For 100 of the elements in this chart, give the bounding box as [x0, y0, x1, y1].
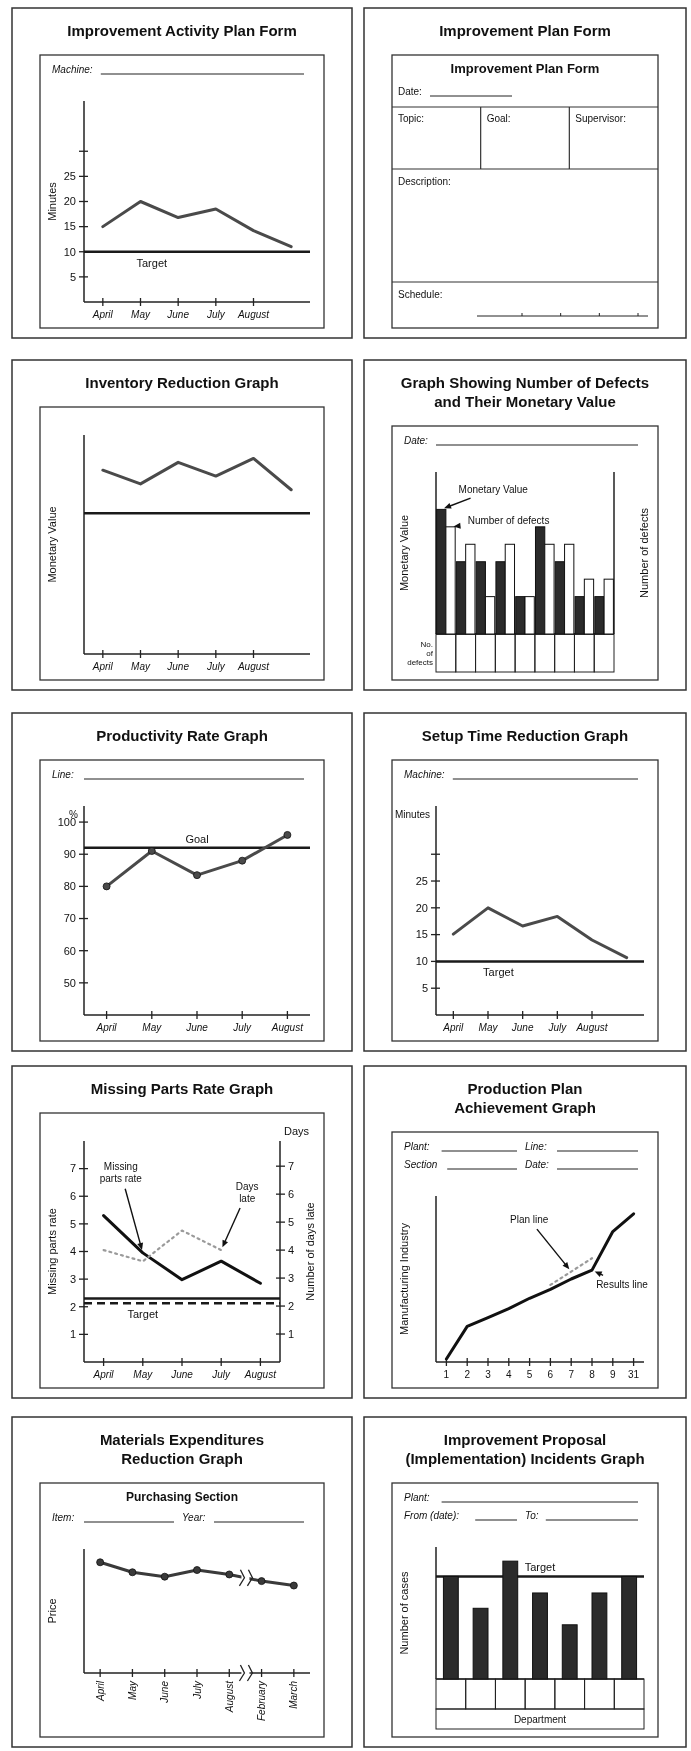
x-tick-label: 8: [589, 1369, 596, 1380]
x-tick-label: July: [205, 661, 226, 672]
text: From (date):: [404, 1510, 460, 1521]
text: Date:: [398, 86, 422, 97]
x-tick-label: June: [510, 1022, 534, 1033]
y2-axis-title: Number of days late: [304, 1202, 316, 1301]
y-axis-title: Minutes: [46, 181, 58, 221]
x-axis-title: Department: [513, 1714, 567, 1725]
text: Line:: [525, 1141, 547, 1152]
y2-tick-label: 3: [288, 1271, 295, 1284]
ref-line-label: Target: [483, 966, 514, 979]
x-tick-label: June: [166, 309, 190, 320]
y2-tick-label: 7: [288, 1160, 295, 1173]
text: Topic:: [398, 113, 425, 124]
ref-line-label: Goal: [185, 832, 209, 845]
y-tick-label: 25: [415, 874, 428, 887]
chart-title: Improvement Activity Plan Form: [67, 22, 297, 39]
x-tick-label: May: [131, 661, 151, 672]
x-tick-label: April: [92, 1369, 115, 1380]
x-tick-label: August: [236, 309, 271, 320]
x-tick-label: May: [133, 1369, 154, 1380]
text: Days late: [235, 1180, 259, 1204]
x-tick-label: May: [478, 1022, 499, 1033]
x-tick-label: May: [131, 309, 151, 320]
legend-label: Number of defects: [467, 515, 550, 527]
x-tick-label: 9: [610, 1369, 617, 1380]
chart-title: Improvement Proposal (Implementation) Incidents Graph: [405, 1431, 645, 1467]
x-tick-label: 5: [526, 1369, 533, 1380]
y-tick-label: 20: [415, 901, 428, 914]
text: Date:: [525, 1159, 550, 1170]
chart-title: Missing Parts Rate Graph: [90, 1080, 274, 1097]
x-tick-label: 6: [547, 1369, 554, 1380]
text: Improvement Plan Form: [439, 22, 611, 39]
y-tick-label: 3: [69, 1272, 76, 1285]
x-tick-label: April: [91, 309, 114, 320]
x-tick-label: July: [191, 1680, 203, 1700]
chart-title: Inventory Reduction Graph: [85, 374, 279, 391]
text: Machine:: [404, 769, 445, 780]
y-tick-label: 80: [63, 880, 76, 893]
x-tick-label: April: [95, 1022, 118, 1033]
y-axis-title: Minutes: [394, 809, 430, 820]
x-tick-label: June: [185, 1022, 209, 1033]
y-axis-title: Manufacturing Industry: [398, 1222, 410, 1335]
text: Supervisor:: [575, 113, 626, 124]
y-axis-title: Number of cases: [398, 1570, 410, 1655]
x-tick-label: 31: [628, 1369, 640, 1380]
y-tick-label: 5: [69, 270, 76, 283]
x-tick-label: March: [288, 1680, 300, 1709]
y-tick-label: 15: [63, 220, 76, 233]
text: Date:: [404, 435, 429, 446]
text: Improvement Plan Form: [450, 61, 600, 76]
x-tick-label: July: [547, 1022, 568, 1033]
y-tick-label: 60: [63, 944, 76, 957]
ref-line-label: Target: [524, 1561, 556, 1574]
x-tick-label: June: [170, 1369, 194, 1380]
y-tick-label: 5: [421, 982, 428, 995]
text: Machine:: [52, 64, 93, 75]
text: Plant:: [404, 1492, 430, 1503]
x-tick-label: August: [270, 1022, 305, 1033]
y-axis-title: Price: [46, 1598, 58, 1624]
text: Schedule:: [398, 289, 443, 300]
y2-tick-label: 5: [288, 1215, 295, 1228]
x-tick-label: May: [142, 1022, 163, 1033]
y-tick-label: 70: [63, 912, 76, 925]
y-tick-label: 25: [63, 170, 76, 183]
y-tick-label: 10: [415, 955, 428, 968]
x-tick-label: August: [236, 661, 271, 672]
text: Plan line: [510, 1214, 549, 1226]
chart-title: Productivity Rate Graph: [96, 727, 268, 744]
y-tick-label: 5: [69, 1217, 76, 1230]
y-tick-label: 2: [69, 1300, 76, 1313]
y2-tick-label: 1: [288, 1327, 295, 1340]
y-tick-label: 15: [415, 928, 428, 941]
text: Missing parts rate: [99, 1161, 143, 1185]
y-tick-label: 50: [63, 976, 76, 989]
ref-line-label: Target: [127, 1308, 159, 1321]
text: Description:: [398, 176, 451, 187]
x-tick-label: August: [223, 1679, 235, 1714]
x-tick-label: June: [159, 1680, 171, 1704]
x-tick-label: July: [211, 1369, 232, 1380]
x-tick-label: 2: [464, 1369, 471, 1380]
x-tick-label: April: [94, 1680, 106, 1703]
y-tick-label: 4: [69, 1245, 76, 1258]
x-tick-label: 7: [568, 1369, 575, 1380]
text: Days: [284, 1125, 310, 1137]
legend-label: Results line: [596, 1278, 649, 1290]
text: Year:: [182, 1512, 206, 1523]
chart-title: Production Plan Achievement Graph: [454, 1080, 596, 1116]
y-tick-label: 20: [63, 195, 76, 208]
chart-title: Materials Expenditures Reduction Graph: [99, 1431, 265, 1467]
y2-axis-title: Number of defects: [638, 507, 650, 598]
series-label: Monetary Value: [458, 483, 529, 495]
text: Plant:: [404, 1141, 430, 1152]
y2-tick-label: 6: [288, 1188, 295, 1200]
x-tick-label: June: [166, 661, 190, 672]
y-tick-label: 7: [69, 1162, 76, 1175]
y-tick-label: 6: [69, 1190, 76, 1203]
chart-subtitle: Purchasing Section: [125, 1490, 239, 1504]
y2-tick-label: 2: [288, 1299, 295, 1312]
x-tick-label: 1: [443, 1369, 450, 1380]
